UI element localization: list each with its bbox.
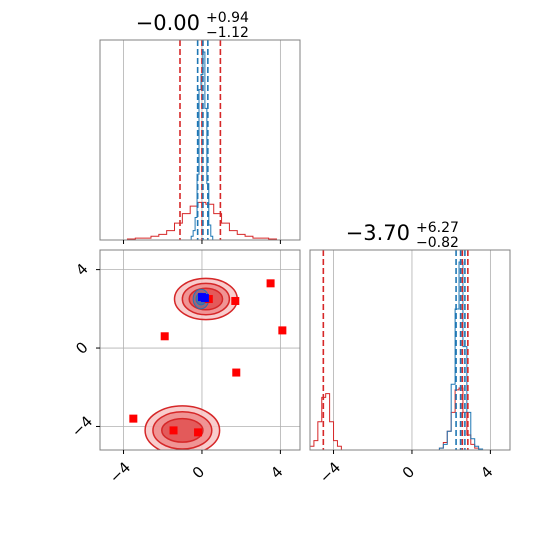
marker-red xyxy=(266,279,275,288)
quantile-lines xyxy=(322,250,469,450)
contour-series-a xyxy=(161,417,204,443)
panel-2d-param0-param1: −4 0 4 −4 0 4 xyxy=(68,249,301,487)
marker-red xyxy=(232,368,241,377)
panel-title: −3.70 +6.27 −0.82 xyxy=(346,220,459,251)
marker-red xyxy=(169,426,178,435)
tick-label: −4 xyxy=(316,458,344,486)
x-ticks xyxy=(123,240,281,244)
x-ticks: −4 0 4 xyxy=(316,450,497,487)
title-lower-error: −1.12 xyxy=(206,25,249,41)
tick-label: 0 xyxy=(72,338,91,357)
marker-red xyxy=(278,326,287,335)
marker-red xyxy=(129,414,138,423)
grid-lines xyxy=(333,250,491,450)
quantile-lines xyxy=(179,40,222,240)
histogram-series-b xyxy=(190,51,214,240)
marker-red xyxy=(231,296,240,305)
histogram-series-a xyxy=(310,387,487,450)
tick-label: −4 xyxy=(106,458,134,486)
axes-frame xyxy=(99,249,301,451)
tick-label: 4 xyxy=(477,463,496,482)
marker-red xyxy=(160,332,169,341)
title-value: −3.70 xyxy=(346,221,410,245)
tick-label: 4 xyxy=(267,463,286,482)
tick-label: 4 xyxy=(72,260,91,279)
panel-hist-param0: −0.00 +0.94 −1.12 xyxy=(99,10,301,244)
scatter-markers xyxy=(129,279,287,437)
tick-label: 0 xyxy=(189,463,208,482)
title-upper-error: +0.94 xyxy=(206,10,249,26)
title-upper-error: +6.27 xyxy=(416,220,459,236)
marker-red xyxy=(194,428,203,437)
panel-hist-param1: −4 0 4 −3.70 +6.27 −0.82 xyxy=(309,220,511,487)
axes-frame xyxy=(99,39,301,241)
title-value: −0.00 xyxy=(136,11,200,35)
marker-blue xyxy=(200,294,209,303)
axes-frame xyxy=(309,249,511,451)
contours xyxy=(144,277,239,450)
panel-title: −0.00 +0.94 −1.12 xyxy=(136,10,249,41)
title-lower-error: −0.82 xyxy=(416,235,459,251)
tick-label: 0 xyxy=(399,463,418,482)
tick-label: −4 xyxy=(68,412,96,440)
